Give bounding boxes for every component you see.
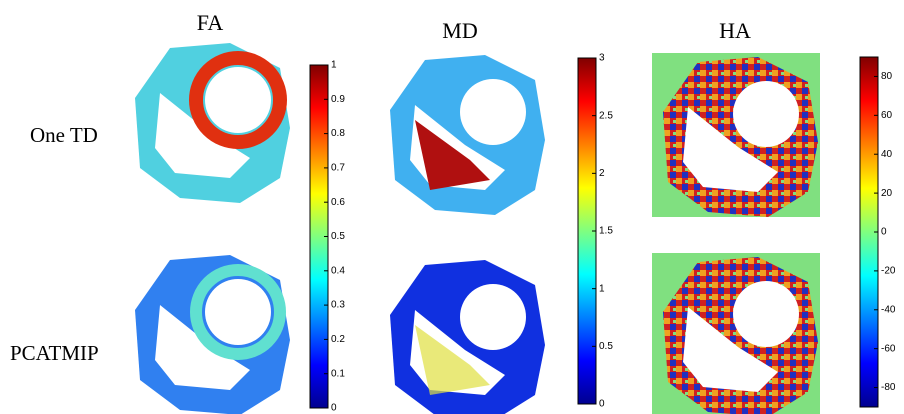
colorbar-tick-label: 3 <box>599 53 605 64</box>
colorbar-tick-label: -20 <box>881 266 896 277</box>
column-title: FA <box>197 10 224 35</box>
colorbar-tick-label: 0.5 <box>331 231 345 242</box>
colorbar-tick-label: 0.9 <box>331 94 345 105</box>
colorbar-tick-label: 0 <box>599 399 605 410</box>
colorbar-tick-label: 2 <box>599 168 605 179</box>
row-label: PCATMIP <box>10 341 99 365</box>
colorbar-tick-label: 60 <box>881 110 893 121</box>
md-map-top <box>390 55 545 215</box>
colorbar-tick-label: -80 <box>881 382 896 393</box>
colorbar-tick-label: 0 <box>331 403 337 414</box>
colorbar-tick-label: 1 <box>331 60 337 71</box>
colorbar-tick-label: -40 <box>881 304 896 315</box>
row-label: One TD <box>30 123 98 147</box>
colorbar-tick-label: 0.7 <box>331 163 345 174</box>
md-map-bottom <box>390 260 545 414</box>
colorbar-tick-label: 0 <box>881 227 887 238</box>
fa-map-bottom <box>135 255 290 414</box>
colorbar-tick-label: 1 <box>599 283 605 294</box>
colorbar-tick-label: 0.6 <box>331 197 345 208</box>
fa-map-top <box>135 43 290 203</box>
colorbar-tick-label: 80 <box>881 71 893 82</box>
column-title: HA <box>719 18 751 43</box>
colorbar-tick-label: 0.2 <box>331 334 345 345</box>
colorbar-tick-label: 2.5 <box>599 110 613 121</box>
colorbar-tick-label: 1.5 <box>599 226 613 237</box>
ha-map-bottom <box>652 253 820 414</box>
colorbar-tick-label: 0.5 <box>599 341 613 352</box>
column-title: MD <box>442 18 477 43</box>
ha-map-top <box>652 53 820 217</box>
colorbar-tick-label: 0.8 <box>331 128 345 139</box>
colorbar-tick-label: -60 <box>881 343 896 354</box>
colorbar-tick-label: 0.3 <box>331 300 345 311</box>
colorbar-tick-label: 0.1 <box>331 368 345 379</box>
colorbar-tick-label: 20 <box>881 188 893 199</box>
colorbar-tick-label: 40 <box>881 149 893 160</box>
colorbar-tick-label: 0.4 <box>331 265 345 276</box>
